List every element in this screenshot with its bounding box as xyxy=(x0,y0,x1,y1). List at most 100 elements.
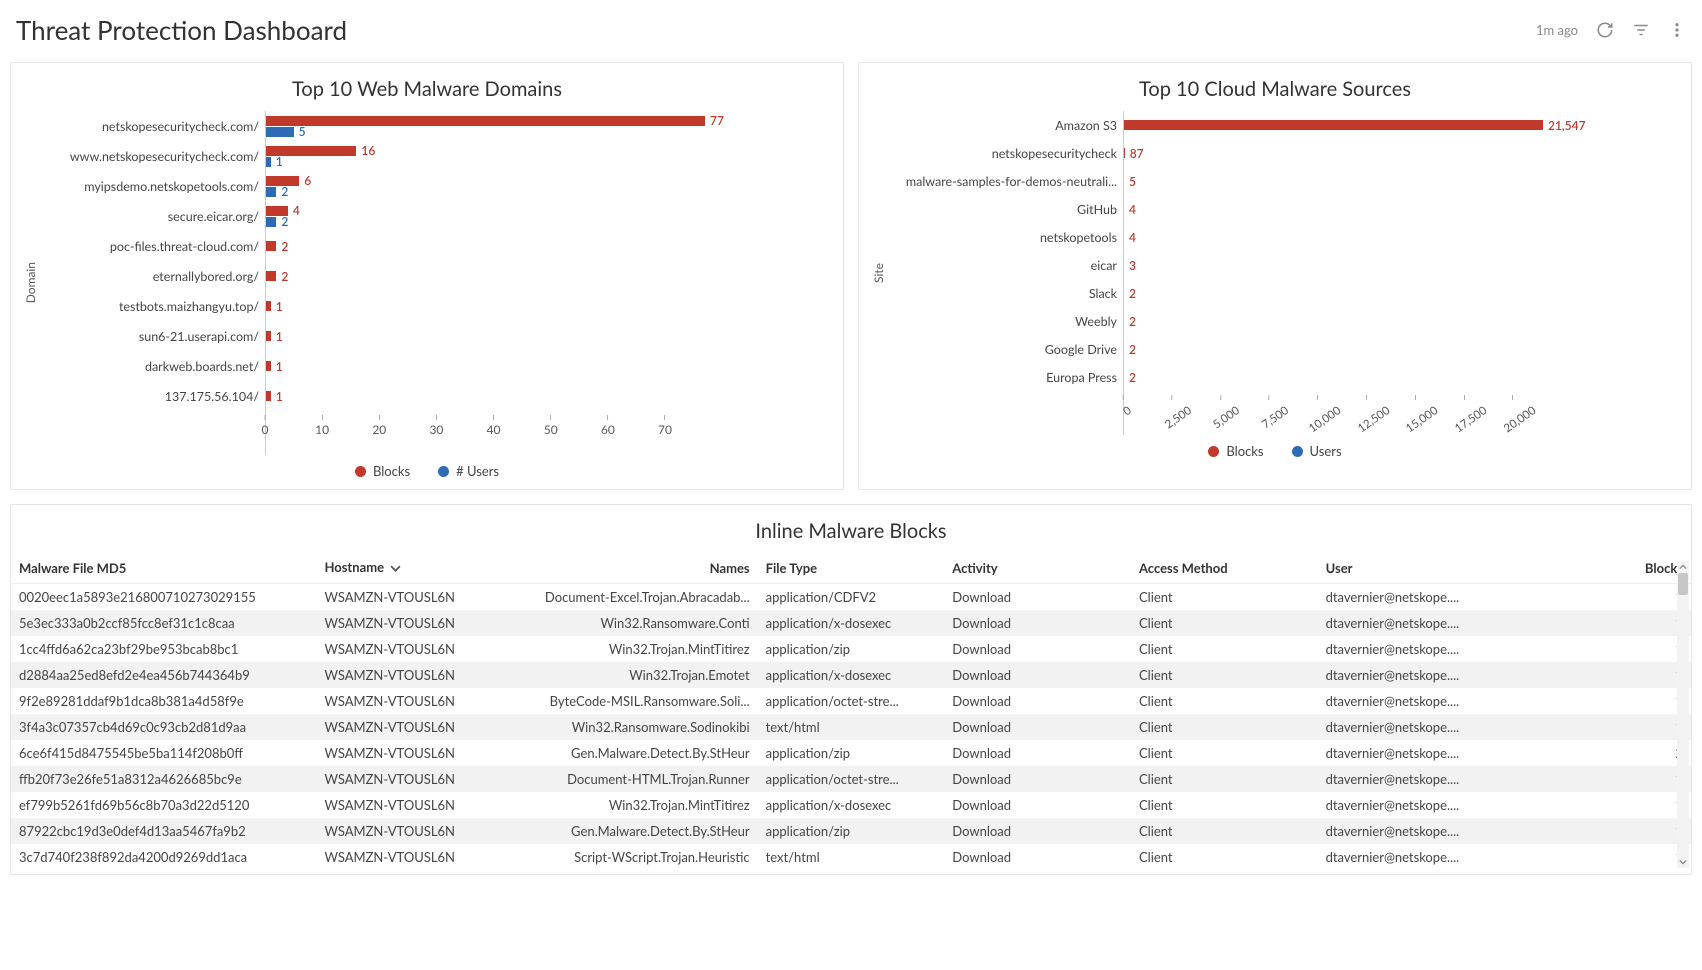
bar-group[interactable]: 62 xyxy=(265,171,833,201)
bar-group[interactable]: 87 xyxy=(1123,139,1681,167)
bar-group[interactable]: 2 xyxy=(265,261,833,291)
bar-value-label: 5 xyxy=(1129,174,1136,189)
table-row[interactable]: 6ce6f415d8475545be5ba114f208b0ffWSAMZN-V… xyxy=(11,740,1691,766)
last-refresh-timestamp: 1m ago xyxy=(1536,22,1578,38)
table-row[interactable]: 5e3ec333a0b2ccf85fcc8ef31c1c8caaWSAMZN-V… xyxy=(11,610,1691,636)
bar-value-label: 2 xyxy=(281,239,288,254)
table-row[interactable]: ffb20f73e26fe51a8312a4626685bc9eWSAMZN-V… xyxy=(11,766,1691,792)
table-row[interactable]: 3c7d740f238f892da4200d9269dd1acaWSAMZN-V… xyxy=(11,844,1691,870)
bar-group[interactable]: 42 xyxy=(265,201,833,231)
filter-icon[interactable] xyxy=(1632,21,1650,39)
bar-group[interactable]: 2 xyxy=(1123,307,1681,335)
cell-md5: 6ce6f415d8475545be5ba114f208b0ff xyxy=(11,740,316,766)
table-row[interactable]: 1cc4ffd6a62ca23bf29be953bcab8bc1WSAMZN-V… xyxy=(11,636,1691,662)
cell-activity: Download xyxy=(944,844,1131,870)
bar-users[interactable] xyxy=(265,187,276,197)
bar-value-label: 2 xyxy=(281,269,288,284)
bar-value-label: 2 xyxy=(1129,370,1136,385)
x-axis-tick: 7,500 xyxy=(1255,395,1284,417)
cell-md5: d2884aa25ed8efd2e4ea456b744364b9 xyxy=(11,662,316,688)
chart-plot-area: 7751616242221111 010203040506070 xyxy=(265,111,833,455)
bar-group[interactable]: 2 xyxy=(265,231,833,261)
x-axis: 02,5005,0007,50010,00012,50015,00017,500… xyxy=(1123,395,1681,435)
column-header-md5[interactable]: Malware File MD5 xyxy=(11,553,316,583)
cell-filetype: text/html xyxy=(758,844,945,870)
legend-item[interactable]: # Users xyxy=(438,463,499,479)
bar-users[interactable] xyxy=(265,217,276,227)
cell-md5: 87922cbc19d3e0def4d13aa5467fa9b2 xyxy=(11,818,316,844)
scroll-up-icon[interactable] xyxy=(1677,561,1689,573)
column-header-access[interactable]: Access Method xyxy=(1131,553,1318,583)
cell-host: WSAMZN-VTOUSL6N xyxy=(316,792,503,818)
table-row[interactable]: 9f2e89281ddaf9b1dca8b381a4d58f9eWSAMZN-V… xyxy=(11,688,1691,714)
scroll-down-icon[interactable] xyxy=(1677,856,1689,868)
x-axis-tick: 5,000 xyxy=(1206,395,1235,417)
cell-user: dtavernier@netskope.... xyxy=(1318,766,1505,792)
bar-group[interactable]: 5 xyxy=(1123,167,1681,195)
bar-group[interactable]: 21,547 xyxy=(1123,111,1681,139)
x-axis-tick: 10,000 xyxy=(1300,395,1336,417)
bar-group[interactable]: 1 xyxy=(265,381,833,411)
bar-blocks[interactable] xyxy=(1123,120,1543,130)
x-axis-tick: 10 xyxy=(315,415,329,437)
category-label: netskopesecuritycheck xyxy=(888,139,1123,167)
legend-label: # Users xyxy=(456,463,499,479)
category-label: myipsdemo.netskopetools.com/ xyxy=(40,171,265,201)
cell-names: Document-HTML.Trojan.Runner xyxy=(503,766,758,792)
column-header-user[interactable]: User xyxy=(1318,553,1505,583)
x-axis-tick: 17,500 xyxy=(1446,395,1482,417)
bar-group[interactable]: 775 xyxy=(265,111,833,141)
panel-title: Top 10 Cloud Malware Sources xyxy=(869,77,1681,101)
x-axis-tick: 70 xyxy=(658,415,672,437)
bar-group[interactable]: 4 xyxy=(1123,195,1681,223)
bar-value-label: 1 xyxy=(276,359,283,374)
cell-activity: Download xyxy=(944,636,1131,662)
bar-group[interactable]: 2 xyxy=(1123,335,1681,363)
cell-names: Script-WScript.Trojan.Heuristic xyxy=(503,844,758,870)
cell-activity: Download xyxy=(944,792,1131,818)
bar-blocks[interactable] xyxy=(265,241,276,251)
category-label: eternallybored.org/ xyxy=(40,261,265,291)
legend-item[interactable]: Users xyxy=(1292,443,1342,459)
table-row[interactable]: 0020eec1a5893e216800710273029155WSAMZN-V… xyxy=(11,583,1691,610)
category-label: www.netskopesecuritycheck.com/ xyxy=(40,141,265,171)
cell-activity: Download xyxy=(944,610,1131,636)
cell-filetype: application/zip xyxy=(758,818,945,844)
bar-group[interactable]: 161 xyxy=(265,141,833,171)
y-axis-line xyxy=(265,111,266,455)
bar-group[interactable]: 4 xyxy=(1123,223,1681,251)
scroll-thumb[interactable] xyxy=(1678,573,1688,595)
bar-group[interactable]: 2 xyxy=(1123,279,1681,307)
cell-activity: Download xyxy=(944,688,1131,714)
column-header-blocks[interactable]: Blocks xyxy=(1504,553,1691,583)
column-header-activity[interactable]: Activity xyxy=(944,553,1131,583)
cell-md5: 0020eec1a5893e216800710273029155 xyxy=(11,583,316,610)
table-scrollbar[interactable] xyxy=(1677,561,1689,868)
bar-group[interactable]: 1 xyxy=(265,291,833,321)
column-header-host[interactable]: Hostname xyxy=(316,553,503,583)
legend-item[interactable]: Blocks xyxy=(355,463,410,479)
cell-access: Client xyxy=(1131,818,1318,844)
header-actions: 1m ago xyxy=(1536,21,1686,39)
category-label: Google Drive xyxy=(888,335,1123,363)
cell-names: Win32.Ransomware.Conti xyxy=(503,610,758,636)
malware-blocks-table: Malware File MD5HostnameNamesFile TypeAc… xyxy=(11,553,1691,870)
bar-group[interactable]: 1 xyxy=(265,321,833,351)
cell-host: WSAMZN-VTOUSL6N xyxy=(316,662,503,688)
column-header-filetype[interactable]: File Type xyxy=(758,553,945,583)
more-icon[interactable] xyxy=(1668,21,1686,39)
bar-group[interactable]: 2 xyxy=(1123,363,1681,391)
bar-blocks[interactable] xyxy=(265,271,276,281)
category-label: GitHub xyxy=(888,195,1123,223)
bar-blocks[interactable] xyxy=(265,116,705,126)
table-row[interactable]: d2884aa25ed8efd2e4ea456b744364b9WSAMZN-V… xyxy=(11,662,1691,688)
bar-users[interactable] xyxy=(265,127,294,137)
column-header-names[interactable]: Names xyxy=(503,553,758,583)
table-row[interactable]: 87922cbc19d3e0def4d13aa5467fa9b2WSAMZN-V… xyxy=(11,818,1691,844)
table-row[interactable]: 3f4a3c07357cb4d69c0c93cb2d81d9aaWSAMZN-V… xyxy=(11,714,1691,740)
bar-group[interactable]: 3 xyxy=(1123,251,1681,279)
legend-item[interactable]: Blocks xyxy=(1208,443,1263,459)
table-row[interactable]: ef799b5261fd69b56c8b70a3d22d5120WSAMZN-V… xyxy=(11,792,1691,818)
bar-group[interactable]: 1 xyxy=(265,351,833,381)
refresh-icon[interactable] xyxy=(1596,21,1614,39)
